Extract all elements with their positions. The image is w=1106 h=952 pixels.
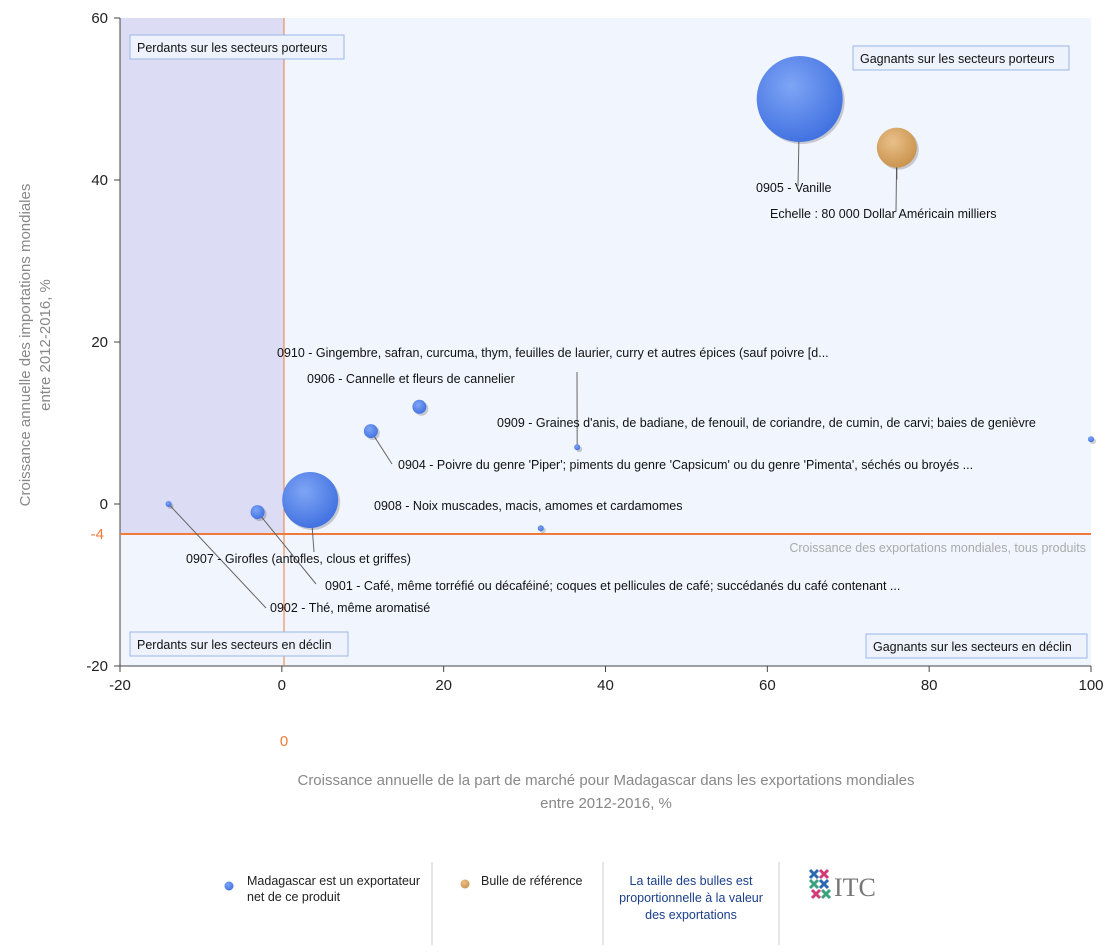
x-tick-label: 100 [1078, 677, 1103, 694]
y-tick-label: 40 [91, 172, 108, 189]
y-reference-value-label: -4 [91, 526, 104, 543]
svg-text:Perdants sur les secteurs port: Perdants sur les secteurs porteurs [137, 41, 327, 55]
x-tick-label: 60 [759, 677, 776, 694]
bubble-label: 0908 - Noix muscades, macis, amomes et c… [374, 499, 682, 513]
top-left-quadrant-shade [120, 18, 284, 534]
x-tick-label: 40 [597, 677, 614, 694]
x-reference-value-label: 0 [280, 733, 288, 750]
x-tick-label: 0 [278, 677, 286, 694]
bubble[interactable] [364, 424, 378, 438]
legend-reference-marker [461, 880, 470, 889]
bubble-label: 0902 - Thé, même aromatisé [270, 601, 430, 615]
x-tick-label: 20 [435, 677, 452, 694]
bubble[interactable] [251, 505, 265, 519]
legend: Madagascar est un exportateur net de ce … [225, 862, 876, 945]
legend-net-exporter-marker [225, 882, 234, 891]
bubble-label: 0901 - Café, même torréfié ou décaféiné;… [325, 579, 900, 593]
bubble-label: 0906 - Cannelle et fleurs de cannelier [307, 372, 515, 386]
bubble[interactable] [282, 472, 338, 528]
itc-logo-icon: ITC [810, 870, 876, 902]
bubble-label: 0909 - Graines d'anis, de badiane, de fe… [497, 416, 1036, 430]
y-tick-label: 0 [100, 496, 108, 513]
x-axis-title-line1: Croissance annuelle de la part de marché… [297, 772, 914, 789]
bubble-label: 0907 - Girofles (antofles, clous et grif… [186, 552, 411, 566]
bubble[interactable] [574, 444, 580, 450]
bubble-label: Echelle : 80 000 Dollar Américain millie… [770, 207, 996, 221]
x-axis-title-line2: entre 2012-2016, % [540, 795, 672, 812]
bubble[interactable] [757, 56, 843, 142]
quadrant-top-left: Perdants sur les secteurs porteurs [130, 35, 344, 59]
quadrant-bottom-right: Gagnants sur les secteurs en déclin [866, 634, 1087, 658]
legend-size-note-line1: La taille des bulles est [630, 874, 754, 888]
svg-text:Gagnants sur les secteurs en d: Gagnants sur les secteurs en déclin [873, 640, 1072, 654]
y-tick-label: -20 [86, 658, 108, 675]
legend-size-note-line3: des exportations [645, 908, 737, 922]
bubble[interactable] [877, 128, 917, 168]
legend-net-exporter-line1: Madagascar est un exportateur [247, 874, 420, 888]
world-growth-reference-label: Croissance des exportations mondiales, t… [789, 541, 1086, 555]
y-axis-title-line1: Croissance annuelle des importations mon… [17, 184, 34, 507]
y-tick-label: 20 [91, 334, 108, 351]
svg-text:Gagnants sur les secteurs port: Gagnants sur les secteurs porteurs [860, 52, 1055, 66]
y-axis-title-line2: entre 2012-2016, % [37, 279, 54, 411]
legend-reference-label: Bulle de référence [481, 874, 583, 888]
svg-text:Perdants sur les secteurs en d: Perdants sur les secteurs en déclin [137, 638, 332, 652]
y-tick-label: 60 [91, 10, 108, 27]
bubble[interactable] [166, 501, 172, 507]
quadrant-bottom-left: Perdants sur les secteurs en déclin [130, 632, 348, 656]
bubble[interactable] [1088, 436, 1094, 442]
bubble[interactable] [538, 525, 544, 531]
legend-size-note-line2: proportionnelle à la valeur [619, 891, 763, 905]
legend-net-exporter-line2: net de ce produit [247, 890, 341, 904]
quadrant-top-right: Gagnants sur les secteurs porteurs [853, 46, 1069, 70]
bubble-label: 0904 - Poivre du genre 'Piper'; piments … [398, 458, 973, 472]
x-tick-label: 80 [921, 677, 938, 694]
bubble[interactable] [412, 400, 426, 414]
bubble-label: 0910 - Gingembre, safran, curcuma, thym,… [277, 346, 829, 360]
itc-logo-text: ITC [834, 873, 876, 902]
x-tick-label: -20 [109, 677, 131, 694]
bubble-label: 0905 - Vanille [756, 181, 832, 195]
